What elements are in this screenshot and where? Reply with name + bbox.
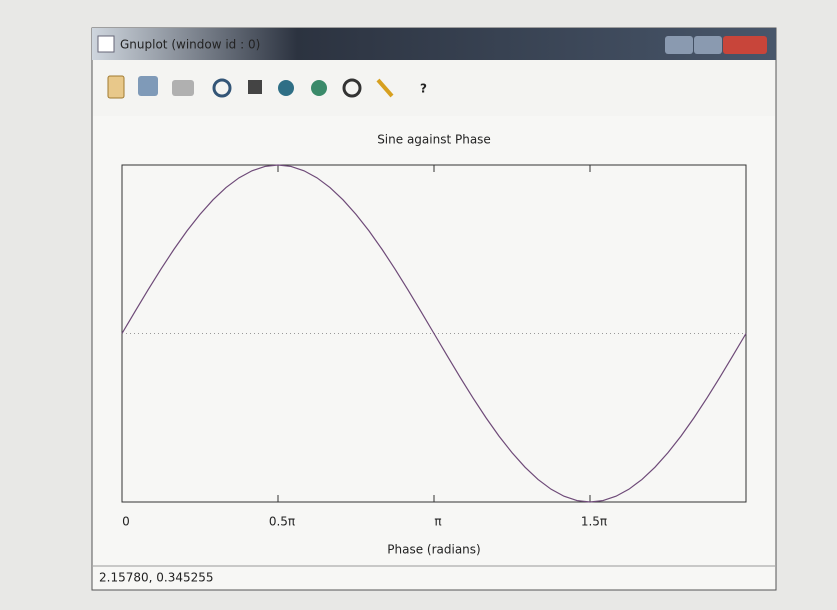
window-title: Gnuplot (window id : 0) xyxy=(120,38,260,52)
zoom-next-button[interactable] xyxy=(311,80,327,96)
grid-button[interactable] xyxy=(248,80,262,94)
x-tick-label: π xyxy=(434,515,441,529)
x-tick-label: 0 xyxy=(122,515,130,529)
export-button[interactable] xyxy=(172,80,194,96)
print-button[interactable] xyxy=(138,76,158,96)
x-tick-label: 0.5π xyxy=(269,515,295,529)
close-button[interactable] xyxy=(723,36,767,54)
chart-title: Sine against Phase xyxy=(377,133,491,147)
toolbar-bg xyxy=(93,60,775,116)
help-button[interactable]: ? xyxy=(420,82,427,96)
zoom-prev-button[interactable] xyxy=(278,80,294,96)
status-text: 2.15780, 0.345255 xyxy=(99,571,214,585)
x-tick-label: 1.5π xyxy=(581,515,607,529)
app-icon xyxy=(98,36,114,52)
screen: Gnuplot (window id : 0) ? Sine against P… xyxy=(0,0,837,610)
maximize-button[interactable] xyxy=(694,36,722,54)
x-axis-label: Phase (radians) xyxy=(387,543,480,557)
toolbar: ? xyxy=(93,60,775,116)
copy-button[interactable] xyxy=(108,76,124,98)
minimize-button[interactable] xyxy=(665,36,693,54)
